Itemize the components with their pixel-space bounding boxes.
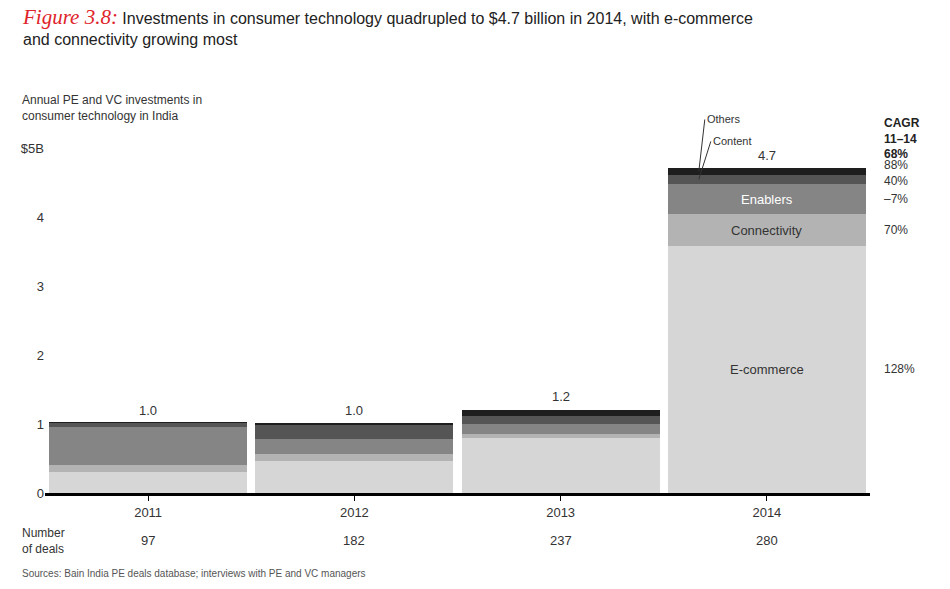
svg-text:CAGR11–1468%: CAGR11–1468% [884,116,920,161]
svg-text:1.0: 1.0 [345,403,363,418]
svg-text:280: 280 [756,533,778,548]
svg-text:182: 182 [343,533,365,548]
svg-text:1.0: 1.0 [139,403,157,418]
svg-text:0: 0 [37,486,44,501]
svg-text:2013: 2013 [546,505,575,520]
svg-text:Numberof deals: Numberof deals [22,526,65,556]
svg-text:88%: 88% [884,158,908,172]
svg-text:Figure 3.8: Investments in con: Figure 3.8: Investments in consumer tech… [22,5,753,48]
svg-text:2012: 2012 [340,505,369,520]
svg-text:–7%: –7% [884,192,908,206]
svg-text:128%: 128% [884,362,915,376]
svg-text:2014: 2014 [752,505,781,520]
svg-text:Content: Content [713,135,752,147]
svg-text:Connectivity: Connectivity [731,223,802,238]
svg-text:Others: Others [707,113,741,125]
svg-text:3: 3 [37,279,44,294]
svg-text:$5B: $5B [21,141,44,156]
svg-text:E-commerce: E-commerce [730,362,804,377]
svg-text:Sources: Bain India PE deals d: Sources: Bain India PE deals database; i… [22,568,366,579]
svg-text:1.2: 1.2 [552,389,570,404]
svg-text:4: 4 [37,210,44,225]
svg-text:Enablers: Enablers [741,192,793,207]
svg-text:4.7: 4.7 [758,148,776,163]
svg-text:97: 97 [141,533,155,548]
svg-text:237: 237 [550,533,572,548]
svg-text:2011: 2011 [134,505,162,520]
svg-text:Annual PE and VC investments i: Annual PE and VC investments inconsumer … [22,93,202,123]
svg-text:70%: 70% [884,223,908,237]
svg-text:1: 1 [37,417,44,432]
svg-text:40%: 40% [884,174,908,188]
svg-text:2: 2 [37,348,44,363]
